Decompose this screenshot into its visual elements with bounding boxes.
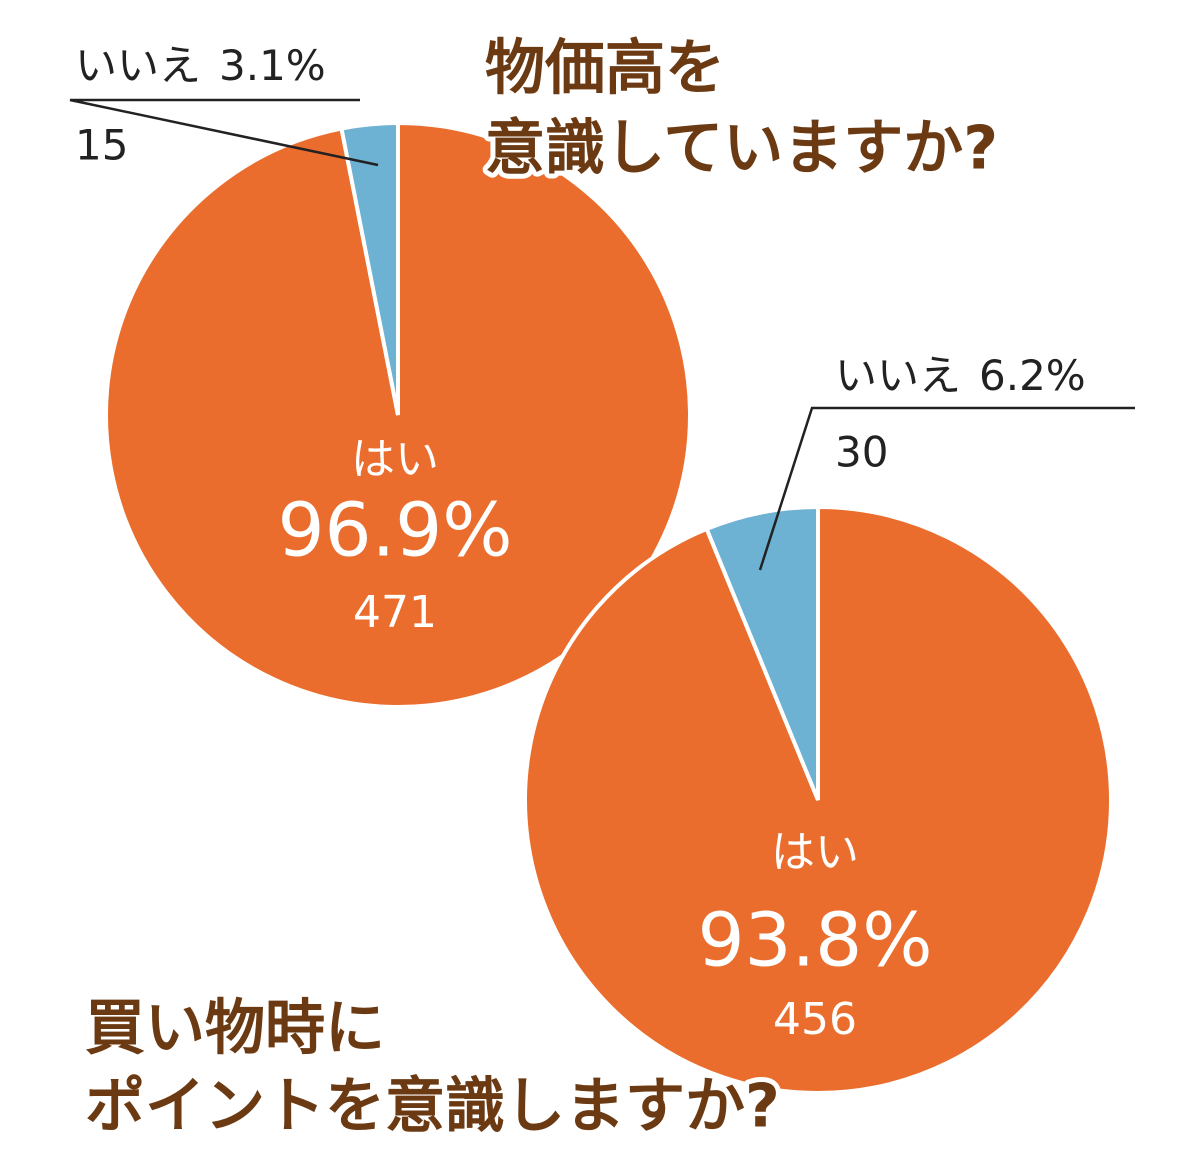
slice-category: はい [351, 434, 439, 485]
slice-percent: 93.8% [697, 898, 932, 984]
pie-slice [339, 120, 400, 416]
pie-slice [704, 504, 820, 801]
callout-line [758, 406, 1135, 571]
callout-percent: 3.1% [219, 41, 326, 90]
callout-count: 30 [835, 428, 888, 477]
slice-count: 471 [353, 587, 437, 638]
callout-percent: 6.2% [979, 351, 1086, 400]
slice-count: 456 [773, 994, 857, 1045]
slice-category: はい [771, 827, 859, 878]
callout-category: いいえ [75, 41, 201, 90]
callout-label: いいえ 6.2% [835, 351, 1086, 400]
chart-title: ポイントを意識しますか? [85, 1072, 780, 1142]
chart-title: 買い物時に [85, 994, 385, 1064]
chart-title: 意識していますか? [485, 114, 998, 184]
slice-percent: 96.9% [277, 488, 512, 574]
callout-label: いいえ 3.1% [75, 41, 326, 90]
callout-line [69, 98, 379, 167]
callout-category: いいえ [835, 351, 961, 400]
chart-title: 物価高を [485, 34, 725, 104]
callout-count: 15 [75, 121, 128, 170]
